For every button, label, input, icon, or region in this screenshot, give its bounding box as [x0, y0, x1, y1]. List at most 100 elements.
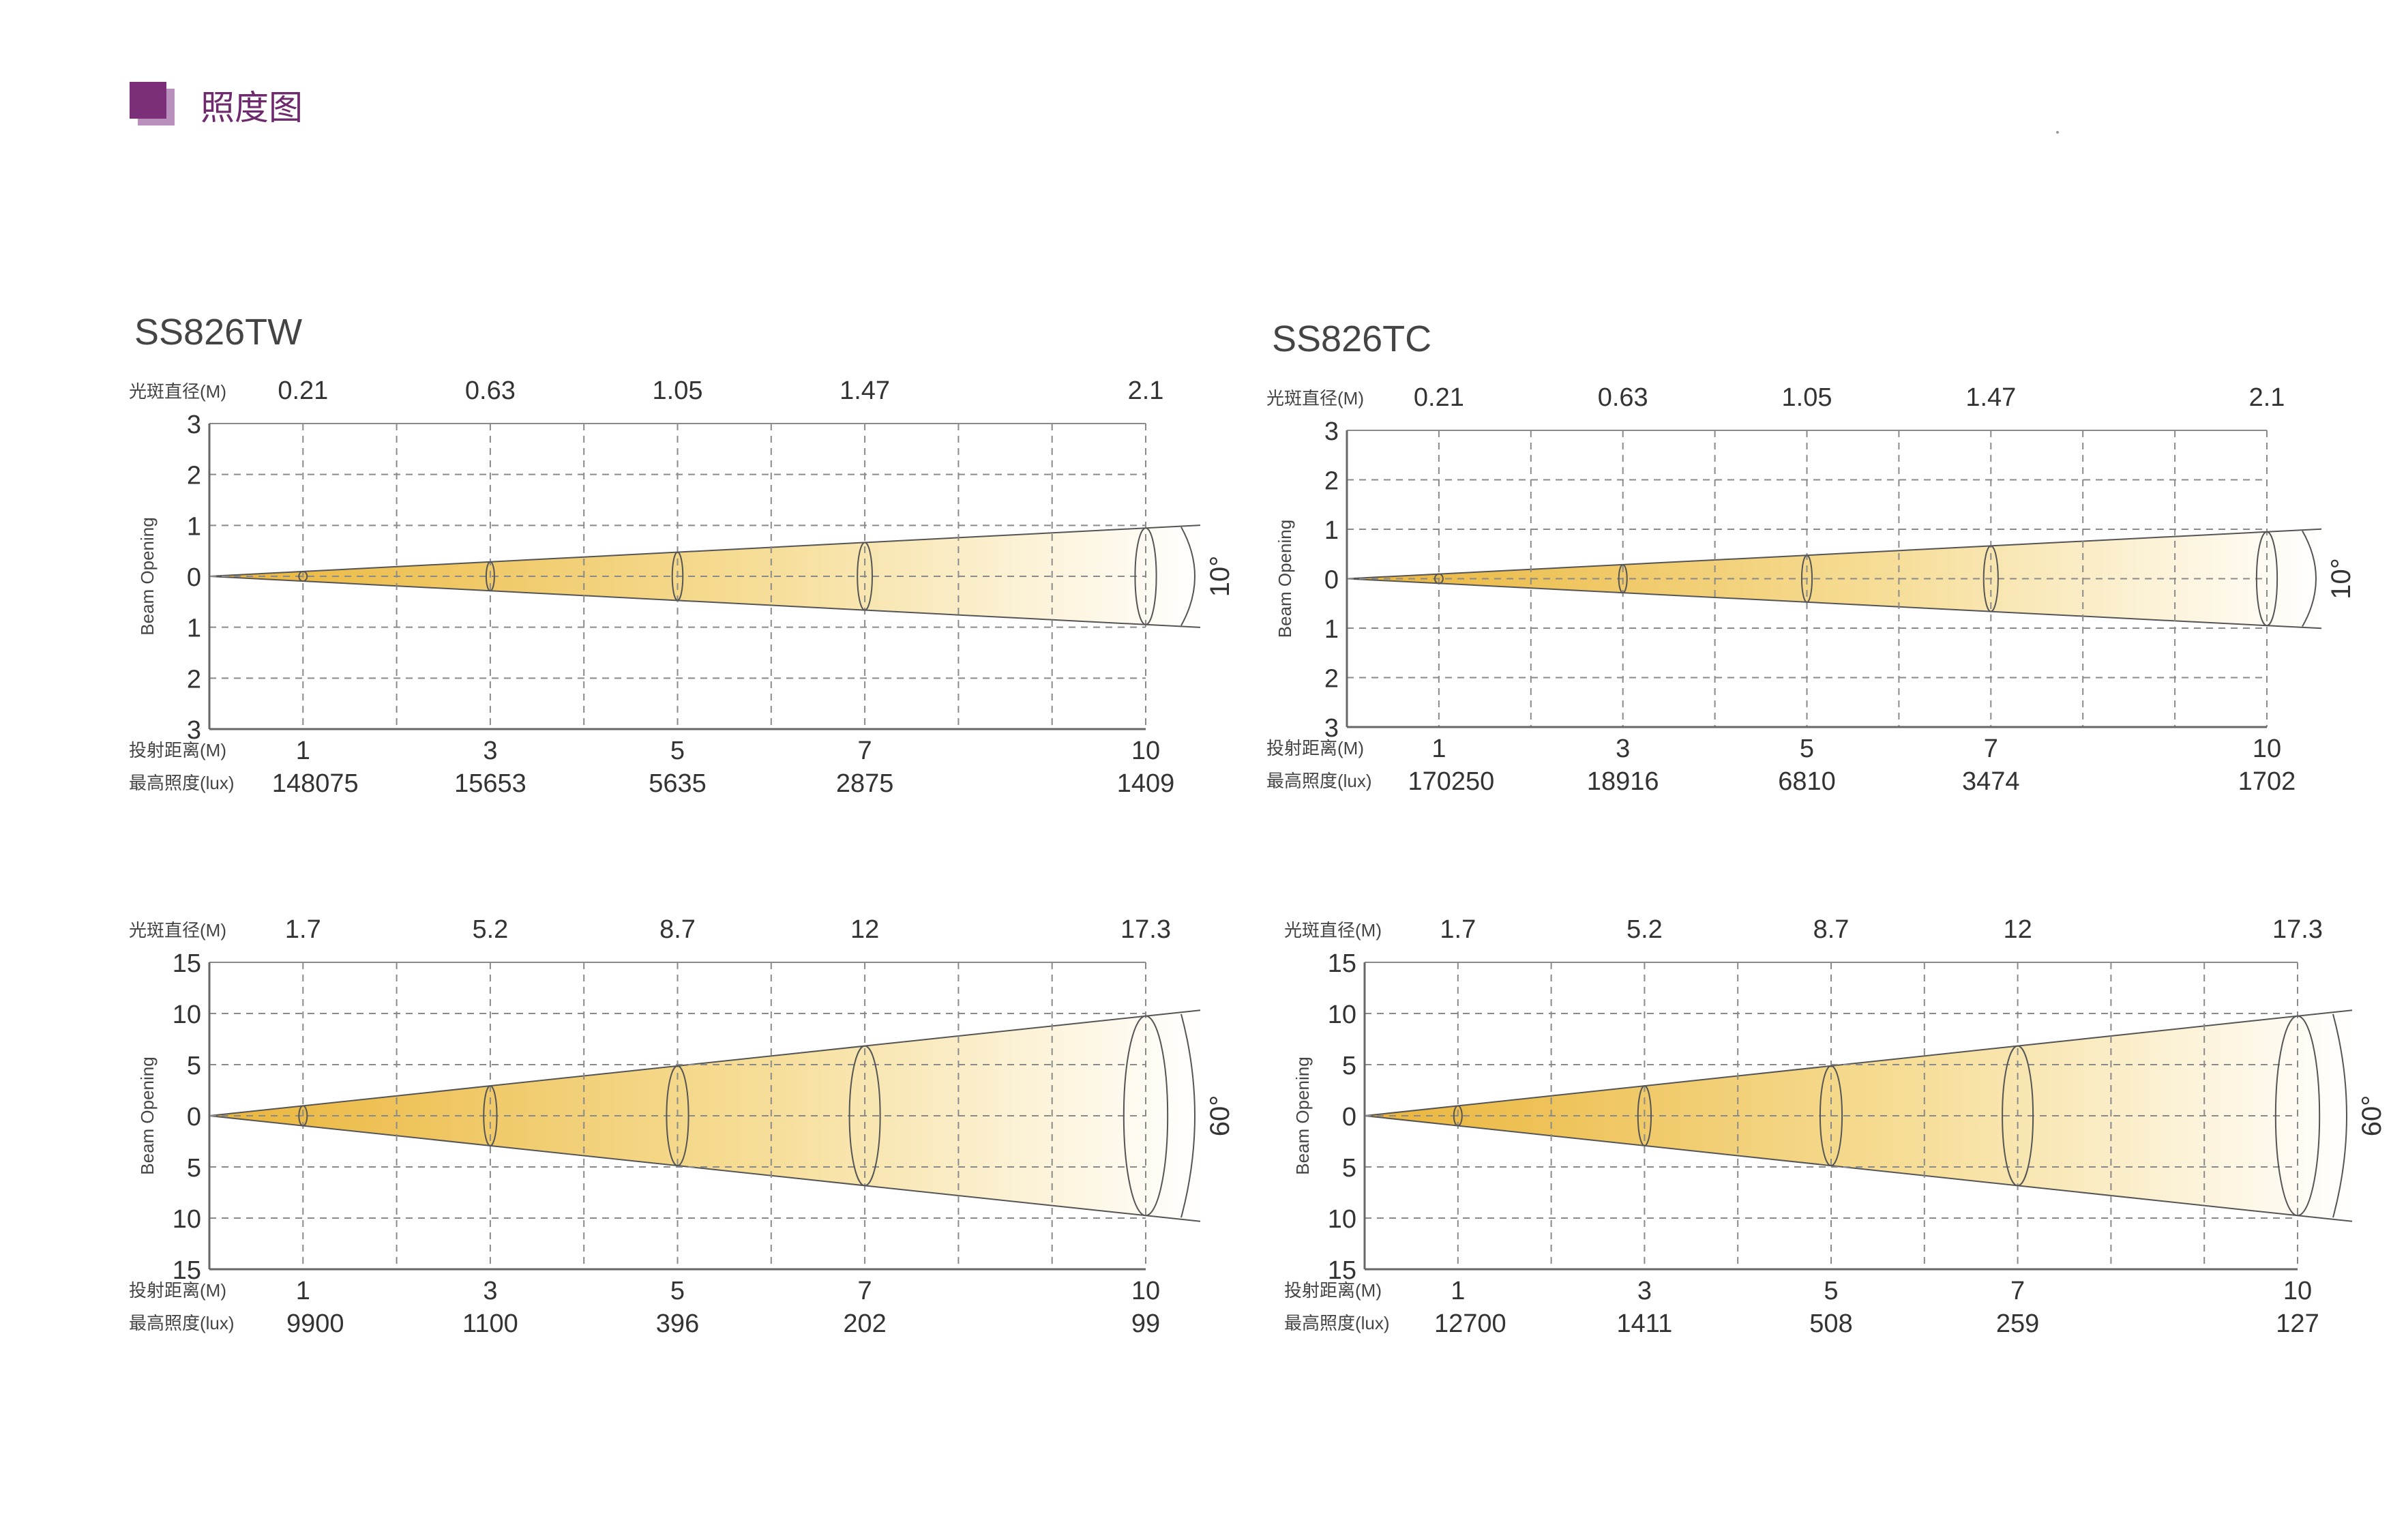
diameter-label: 光斑直径(M)	[129, 920, 226, 941]
diameter-value: 12	[850, 915, 879, 944]
y-axis-label: Beam Opening	[137, 1056, 158, 1174]
beam-chart-2: SS826TC 3 2 10 1 2 3 10° Beam Opening 光斑直径(M) 投射距离…	[1266, 319, 2356, 796]
distance-label: 投射距离(M)	[129, 740, 226, 760]
distance-value: 5	[1824, 1277, 1838, 1305]
beam-section-ellipse	[1618, 563, 1628, 594]
y-axis-label: Beam Opening	[1275, 520, 1295, 638]
lux-value: 1411	[1617, 1309, 1673, 1338]
distance-value: 5	[1800, 735, 1814, 763]
y-tick-label: 5	[187, 1052, 201, 1080]
y-tick-label: 2	[187, 462, 201, 490]
beam-section-ellipse	[666, 1065, 689, 1167]
y-tick-label: 3	[1324, 714, 1339, 743]
y-tick-label: 5	[187, 1154, 201, 1183]
beam-section-ellipse	[483, 1085, 498, 1146]
beam-edge-bottom	[209, 576, 1201, 628]
distance-value: 10	[2253, 735, 2281, 763]
diameter-label: 光斑直径(M)	[1266, 388, 1364, 409]
y-tick-label: 0	[187, 563, 201, 592]
section-square-icon	[130, 82, 176, 128]
section-title: 照度图	[200, 88, 303, 128]
diameter-value: 1.05	[1782, 383, 1832, 412]
y-tick-label: 1	[187, 614, 201, 643]
lux-value: 12700	[1434, 1309, 1506, 1338]
y-tick-label: 15	[1328, 949, 1356, 978]
distance-label: 投射距离(M)	[1266, 738, 1364, 758]
beam-angle-label: 60°	[2357, 1095, 2387, 1137]
y-tick-label: 1	[1324, 516, 1339, 545]
lux-value: 508	[1809, 1309, 1852, 1338]
y-tick-label: 5	[1342, 1052, 1356, 1080]
distance-value: 10	[1131, 737, 1160, 765]
beam-section-ellipse	[1123, 1015, 1169, 1217]
distance-value: 7	[858, 1277, 872, 1305]
beam-angle-arc	[2332, 1013, 2347, 1218]
diameter-label: 光斑直径(M)	[129, 381, 226, 402]
section-square-front	[130, 82, 166, 119]
lux-value: 3474	[1962, 767, 2020, 796]
lux-value: 5635	[649, 769, 707, 798]
beam-section-ellipse	[1800, 554, 1813, 603]
beam-angle-label: 10°	[1205, 556, 1235, 597]
beam-section-ellipse	[857, 542, 874, 611]
lux-label: 最高照度(lux)	[1266, 771, 1372, 791]
diameter-value: 0.63	[465, 376, 516, 405]
lux-value: 6810	[1778, 767, 1836, 796]
section-header: 照度图	[130, 80, 303, 130]
lux-value: 127	[2276, 1309, 2319, 1338]
lux-value: 99	[1131, 1309, 1160, 1338]
y-tick-label: 10	[173, 1205, 201, 1234]
beam-edge-top	[209, 524, 1201, 577]
beam-angle-label: 60°	[1205, 1095, 1235, 1137]
lux-value: 18916	[1587, 767, 1659, 796]
y-tick-label: 0	[187, 1103, 201, 1131]
distance-value: 3	[1637, 1277, 1652, 1305]
beam-section-ellipse	[671, 551, 684, 602]
lux-value: 2875	[836, 769, 894, 798]
y-tick-label: 2	[1324, 467, 1339, 496]
y-tick-label: 10	[1328, 1001, 1356, 1029]
lux-label: 最高照度(lux)	[1284, 1313, 1390, 1333]
beam-section-ellipse	[1453, 1105, 1463, 1127]
beam-angle-arc	[1180, 1013, 1195, 1218]
beam-edge-bottom	[1346, 578, 2322, 630]
lux-value: 1100	[462, 1309, 518, 1338]
lux-value: 170250	[1408, 767, 1494, 796]
distance-value: 10	[2283, 1277, 2312, 1305]
diameter-value: 12	[2003, 915, 2032, 944]
lux-value: 396	[656, 1309, 699, 1338]
lux-value: 15653	[454, 769, 526, 798]
diameter-value: 5.2	[472, 915, 508, 944]
y-tick-label: 1	[1324, 615, 1339, 644]
y-tick-label: 2	[1324, 665, 1339, 694]
lux-value: 148075	[272, 769, 359, 798]
y-tick-label: 3	[187, 411, 201, 439]
lux-value: 259	[1996, 1309, 2039, 1338]
lux-label: 最高照度(lux)	[129, 1313, 235, 1333]
y-tick-label: 5	[1342, 1154, 1356, 1183]
distance-value: 1	[1451, 1277, 1465, 1305]
y-tick-label: 3	[1324, 417, 1339, 446]
beam-section-ellipse	[1982, 545, 1999, 612]
beam-angle-label: 10°	[2326, 558, 2356, 599]
diameter-value: 0.63	[1598, 383, 1648, 412]
distance-value: 1	[296, 1277, 310, 1305]
beam-section-ellipse	[1134, 527, 1157, 625]
diameter-value: 17.3	[2272, 915, 2323, 944]
beam-section-ellipse	[485, 561, 495, 592]
distance-value: 3	[483, 737, 497, 765]
chart-title: SS826TC	[1272, 319, 1431, 359]
diameter-value: 1.7	[1440, 915, 1476, 944]
diameter-value: 1.47	[840, 376, 890, 405]
diameter-value: 5.2	[1627, 915, 1663, 944]
beam-section-ellipse	[1434, 573, 1444, 584]
distance-value: 7	[2010, 1277, 2025, 1305]
y-tick-label: 0	[1342, 1103, 1356, 1131]
diameter-value: 2.1	[2249, 383, 2285, 412]
y-tick-label: 15	[173, 1256, 201, 1285]
